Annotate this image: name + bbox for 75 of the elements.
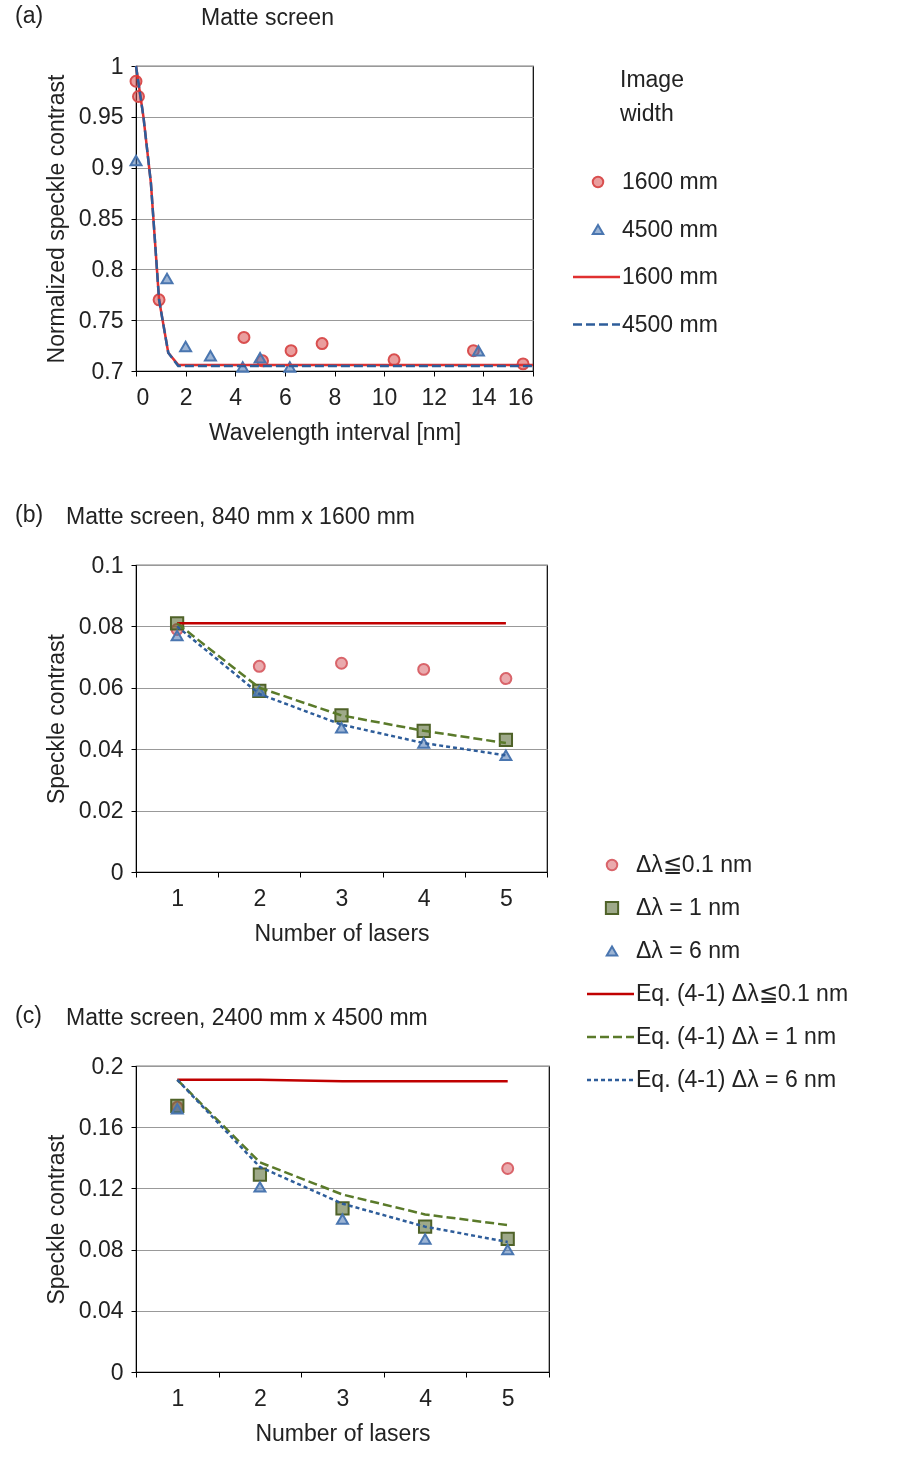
x-tick-label: 2 bbox=[253, 884, 267, 911]
y-tick-label: 0.75 bbox=[78, 306, 124, 333]
y-tick-label: 0.8 bbox=[91, 255, 124, 282]
text: (a) bbox=[15, 2, 44, 28]
x-tick-label: 2 bbox=[254, 1384, 267, 1411]
y-tick-label: 0.12 bbox=[78, 1174, 124, 1201]
x-tick-label: 1 bbox=[171, 1384, 185, 1411]
text: (b) bbox=[15, 501, 44, 527]
x-tick-label: 16 bbox=[507, 383, 534, 410]
x-tick-label: 2 bbox=[179, 383, 193, 410]
x-axis-title: Wavelength interval [nm] bbox=[208, 418, 462, 445]
x-tick-label: 6 bbox=[278, 383, 292, 410]
x-axis-title: Number of lasers bbox=[254, 919, 430, 946]
point bbox=[336, 1213, 349, 1225]
y-axis-title: Speckle contrast bbox=[42, 1133, 69, 1305]
y-tick-label: 0.7 bbox=[91, 357, 124, 384]
legend-label: Eq. (4-1) Δλ≦0.1 nm bbox=[636, 980, 849, 1006]
legend-label: Eq. (4-1) Δλ = 6 nm bbox=[636, 1066, 837, 1092]
point bbox=[335, 656, 348, 670]
x-tick-label: 4 bbox=[417, 884, 431, 911]
chart-title: Matte screen, 840 mm x 1600 mm bbox=[66, 503, 415, 529]
y-tick-label: 0.04 bbox=[78, 1297, 124, 1324]
chart-title: Matte screen, 2400 mm x 4500 mm bbox=[66, 1004, 428, 1030]
text: (c) bbox=[15, 1002, 42, 1028]
point bbox=[335, 721, 348, 734]
y-tick-label: 0.1 bbox=[91, 551, 124, 578]
point bbox=[335, 1201, 350, 1216]
point bbox=[252, 659, 266, 673]
x-tick-label: 1 bbox=[171, 884, 184, 911]
y-tick-label: 0.08 bbox=[78, 1236, 124, 1263]
y-tick-label: 0.08 bbox=[78, 612, 124, 639]
y-tick-label: 0 bbox=[110, 1358, 124, 1385]
y-tick-label: 0.06 bbox=[78, 674, 124, 701]
point bbox=[500, 1231, 515, 1247]
x-tick-label: 0 bbox=[136, 383, 150, 410]
point bbox=[501, 1243, 515, 1256]
point bbox=[417, 662, 431, 676]
y-tick-label: 0.04 bbox=[78, 735, 124, 762]
x-tick-label: 3 bbox=[336, 1384, 350, 1411]
y-tick-label: 0.02 bbox=[78, 797, 124, 824]
legend-label: 4500 mm bbox=[622, 310, 718, 337]
y-axis-title: Normalized speckle contrast bbox=[42, 73, 69, 364]
chart-title: Matte screen bbox=[201, 4, 334, 30]
point bbox=[253, 1181, 267, 1193]
y-tick-label: 1 bbox=[110, 52, 124, 79]
legend-label: 4500 mm bbox=[622, 215, 718, 242]
x-tick-label: 3 bbox=[335, 884, 349, 911]
x-tick-label: 5 bbox=[501, 1384, 515, 1411]
y-tick-label: 0.16 bbox=[78, 1113, 124, 1140]
y-tick-label: 0 bbox=[110, 858, 124, 885]
point bbox=[499, 672, 513, 686]
legend-label: Eq. (4-1) Δλ = 1 nm bbox=[636, 1023, 837, 1049]
legend-title: Image width bbox=[619, 66, 684, 126]
x-tick-label: 14 bbox=[471, 383, 497, 410]
legend-label: Δλ = 1 nm bbox=[636, 894, 741, 920]
x-tick-label: 8 bbox=[328, 383, 342, 410]
legend-label: Δλ≦0.1 nm bbox=[636, 851, 753, 877]
point bbox=[252, 1167, 268, 1182]
x-tick-label: 4 bbox=[419, 1384, 433, 1411]
x-tick-label: 10 bbox=[371, 383, 398, 410]
y-tick-label: 0.85 bbox=[78, 205, 124, 231]
legend-label: 1600 mm bbox=[622, 263, 718, 289]
legend-label: Δλ = 6 nm bbox=[636, 937, 741, 963]
y-axis-title: Speckle contrast bbox=[42, 633, 69, 805]
x-axis-title: Number of lasers bbox=[255, 1419, 431, 1446]
x-tick-label: 5 bbox=[500, 884, 513, 911]
point bbox=[170, 629, 184, 642]
x-tick-label: 12 bbox=[421, 383, 448, 410]
y-tick-label: 0.2 bbox=[91, 1052, 124, 1079]
y-tick-label: 0.9 bbox=[91, 154, 124, 181]
legend-label: 1600 mm bbox=[622, 168, 718, 194]
point bbox=[418, 1233, 432, 1245]
point bbox=[501, 1162, 515, 1175]
y-tick-label: 0.95 bbox=[78, 103, 124, 130]
x-tick-label: 4 bbox=[229, 383, 243, 410]
